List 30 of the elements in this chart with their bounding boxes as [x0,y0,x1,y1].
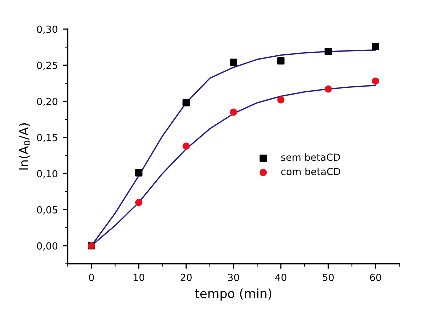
y-tick-label: 0,20 [37,98,58,106]
legend-label: com betaCD [282,168,340,176]
y-tick-label: 0,05 [37,206,58,215]
point [324,86,332,93]
legend-label: sem betaCD [282,154,340,162]
x-axis-title: tempo (min) [195,288,272,301]
point [182,99,190,107]
x-tick-label: 20 [180,274,192,282]
y-tick-label: 0,15 [37,134,58,142]
point [324,48,332,56]
point [372,78,380,85]
point [277,57,285,65]
x-tick-label: 40 [275,274,287,282]
y-tick-label: 0,00 [37,242,58,251]
point [230,58,238,66]
point [135,169,143,177]
x-tick-label: 0 [89,274,94,282]
x-tick-label: 50 [323,274,334,282]
point [230,108,238,116]
point [372,43,380,50]
y-tick-label: 0,25 [37,62,58,70]
x-tick-label: 10 [134,274,145,282]
y-tick-label: 0,10 [37,170,58,179]
x-tick-label: 60 [370,274,382,282]
point [182,142,190,150]
x-tick-label: 30 [228,274,240,282]
y-axis-title: ln(A$_{0}$/A) [18,124,31,170]
point [135,199,143,206]
point [277,96,285,104]
y-tick-label: 0,30 [37,26,58,34]
